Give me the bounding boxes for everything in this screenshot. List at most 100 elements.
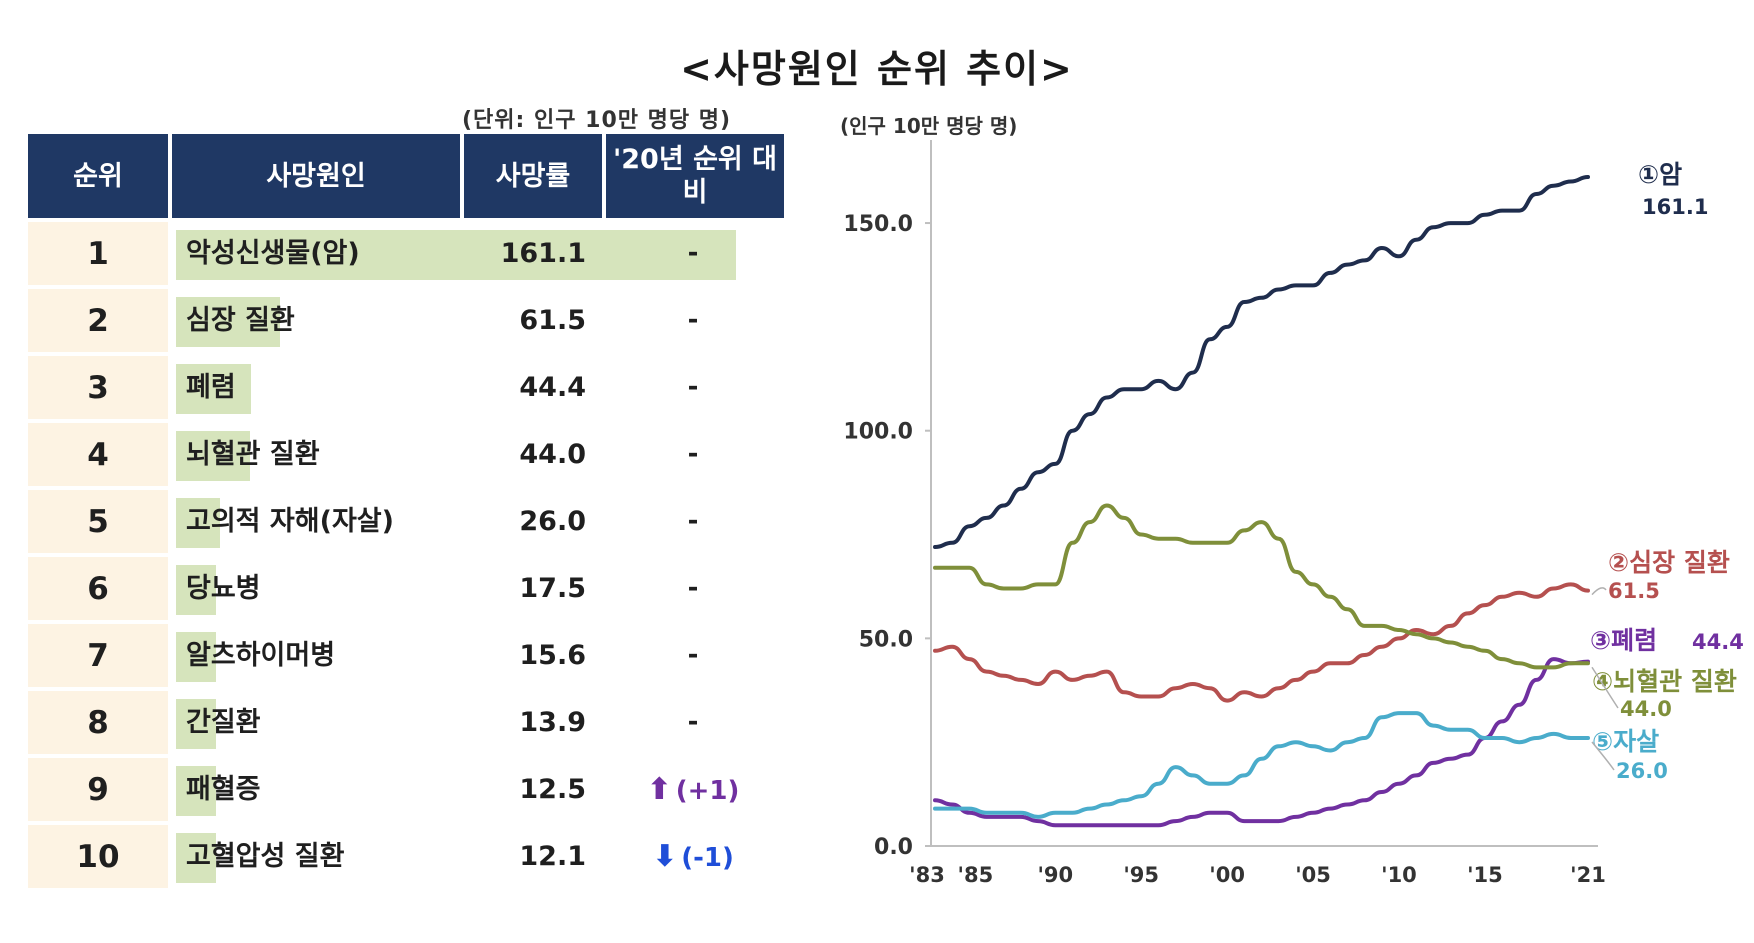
series-line-2 [933, 582, 1590, 703]
cause-cell: 악성신생물(암) [168, 222, 736, 285]
table-row: 2 심장 질환 61.5 - [28, 289, 784, 352]
rank-cell: 2 [28, 289, 168, 352]
change-label: - [687, 506, 699, 536]
series-value-label: 161.1 [1642, 195, 1708, 219]
change-cell: ⬇ (-1) [602, 825, 784, 888]
rank-cell: 9 [28, 758, 168, 821]
table-row: 7 알츠하이머병 15.6 - [28, 624, 784, 687]
cause-label: 고의적 자해(자살) [186, 506, 394, 537]
rate-cell: 12.1 [519, 841, 586, 872]
rate-cell: 17.5 [519, 573, 586, 604]
series-value-label: 26.0 [1616, 759, 1668, 783]
change-cell: - [602, 222, 784, 285]
table-row: 9 패혈증 12.5 ⬆ (+1) [28, 758, 784, 821]
table-row: 6 당뇨병 17.5 - [28, 557, 784, 620]
change-cell: ⬆ (+1) [602, 758, 784, 821]
cause-cell: 패혈증 [168, 758, 460, 821]
x-tick-label: '85 [958, 863, 994, 887]
series-line-1 [933, 175, 1590, 549]
series-name-label: ③폐렴 [1590, 626, 1657, 655]
cause-label: 악성신생물(암) [186, 238, 360, 269]
label-connector [1591, 741, 1615, 771]
cause-cell: 뇌혈관 질환 [168, 423, 460, 486]
table-row: 4 뇌혈관 질환 44.0 - [28, 423, 784, 486]
rate-bar [176, 833, 216, 883]
change-label: (+1) [675, 776, 740, 806]
series-value-label: 44.0 [1620, 697, 1672, 721]
arrow-down-icon: ⬇ [652, 839, 678, 874]
table-row: 5 고의적 자해(자살) 26.0 - [28, 490, 784, 553]
change-cell: - [602, 624, 784, 687]
table-unit-label: (단위: 인구 10만 명당 명) [462, 108, 732, 133]
cause-cell: 당뇨병 [168, 557, 460, 620]
change-cell: - [602, 289, 784, 352]
page-title: <사망원인 순위 추이> [680, 47, 1074, 91]
change-label: - [687, 372, 699, 402]
y-tick-label: 100.0 [843, 420, 913, 445]
cause-label: 간질환 [186, 707, 261, 738]
cause-label: 심장 질환 [186, 305, 295, 336]
x-tick-label: '21 [1570, 863, 1606, 887]
table-row: 8 간질환 13.9 - [28, 691, 784, 754]
cause-label: 알츠하이머병 [186, 640, 336, 671]
series-line-3 [933, 657, 1590, 828]
series-name-label: ②심장 질환 [1608, 548, 1730, 577]
rate-bar [176, 699, 216, 749]
rate-cell: 61.5 [519, 305, 586, 336]
change-cell: - [602, 356, 784, 419]
rate-cell: 15.6 [519, 640, 586, 671]
label-connector [1591, 666, 1619, 709]
rate-bar [176, 230, 736, 280]
arrow-up-icon: ⬆ [646, 772, 672, 807]
x-tick-label: '95 [1123, 863, 1159, 887]
cause-cell: 알츠하이머병 [168, 624, 460, 687]
cause-cell: 폐렴 [168, 356, 460, 419]
rank-cell: 8 [28, 691, 168, 754]
rank-cell: 3 [28, 356, 168, 419]
x-tick-label: '00 [1209, 863, 1245, 887]
cause-label: 고혈압성 질환 [186, 841, 345, 872]
y-tick-label: 150.0 [843, 212, 913, 237]
rate-bar [176, 632, 216, 682]
chart-unit-label: (인구 10만 명당 명) [840, 114, 1018, 138]
rank-cell: 6 [28, 557, 168, 620]
cause-label: 뇌혈관 질환 [186, 439, 320, 470]
rate-cell: 44.4 [519, 372, 586, 403]
y-tick-label: 0.0 [874, 835, 913, 860]
cause-cell: 고혈압성 질환 [168, 825, 460, 888]
cause-label: 폐렴 [186, 372, 236, 403]
series-name-label: ⑤자살 [1592, 727, 1659, 756]
change-cell: - [602, 557, 784, 620]
cause-cell: 고의적 자해(자살) [168, 490, 460, 553]
rate-cell: 161.1 [500, 238, 586, 269]
cause-label: 당뇨병 [186, 573, 261, 604]
header-change: '20년 순위 대비 [602, 134, 784, 218]
change-label: (-1) [681, 843, 734, 873]
rate-cell: 44.0 [519, 439, 586, 470]
table-body: 1 악성신생물(암) 161.1 - 2 심장 질환 61.5 - 3 폐렴 44.4 - 4 뇌혈관 질… [28, 222, 784, 888]
table-row: 3 폐렴 44.4 - [28, 356, 784, 419]
series-value-label: 61.5 [1608, 579, 1660, 603]
rate-cell: 12.5 [519, 774, 586, 805]
header-rank: 순위 [28, 134, 168, 218]
rank-cell: 4 [28, 423, 168, 486]
series-line-5 [933, 711, 1590, 819]
series-name-label: ④뇌혈관 질환 [1592, 667, 1737, 696]
rate-bar [176, 364, 251, 414]
change-cell: - [602, 423, 784, 486]
rate-bar [176, 565, 216, 615]
cause-label: 패혈증 [186, 774, 261, 805]
rate-cell: 26.0 [519, 506, 586, 537]
x-tick-label: '05 [1295, 863, 1331, 887]
cause-cell: 심장 질환 [168, 289, 460, 352]
change-label: - [687, 305, 699, 335]
x-tick-label: '15 [1467, 863, 1503, 887]
change-label: - [687, 439, 699, 469]
x-tick-label: '10 [1381, 863, 1417, 887]
change-label: - [687, 238, 699, 268]
series-line-4 [933, 503, 1590, 670]
rank-cell: 1 [28, 222, 168, 285]
death-cause-table: 순위 사망원인 사망률 '20년 순위 대비 1 악성신생물(암) 161.1 - 2 심… [28, 134, 784, 888]
label-connector [1591, 587, 1607, 596]
rate-bar [176, 498, 220, 548]
